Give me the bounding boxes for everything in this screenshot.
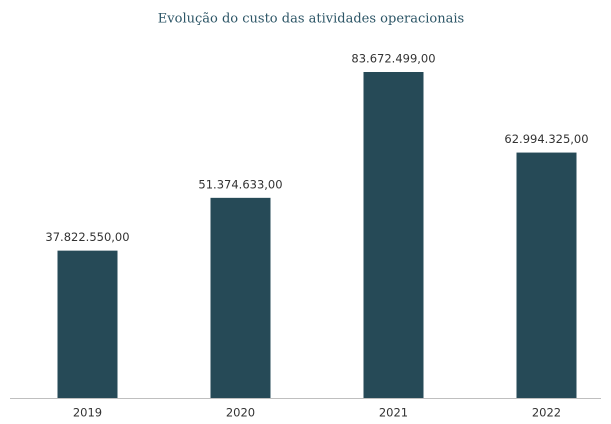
value-label: 37.822.550,00 [45,230,129,244]
value-label: 83.672.499,00 [351,52,435,66]
x-tick-label: 2022 [532,406,561,420]
bar [210,197,271,398]
bar [363,72,424,398]
bar [57,250,118,398]
value-label: 62.994.325,00 [504,132,588,146]
x-tick-label: 2021 [379,406,408,420]
x-tick-label: 2019 [73,406,102,420]
value-label: 51.374.633,00 [198,177,282,191]
chart-title: Evolução do custo das atividades operaci… [158,12,464,27]
x-tick-label: 2020 [226,406,255,420]
bar [516,152,577,398]
